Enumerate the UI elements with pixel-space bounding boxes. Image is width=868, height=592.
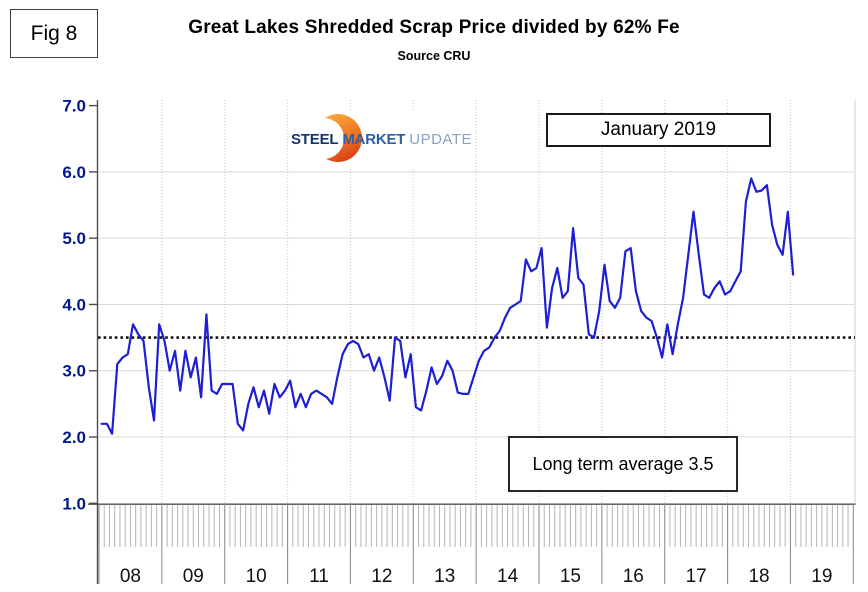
year-label: 09 xyxy=(183,566,204,587)
y-tick-label: 6.0 xyxy=(62,163,86,182)
long-term-average-box: Long term average 3.5 xyxy=(508,436,738,492)
year-label: 15 xyxy=(560,566,581,587)
logo-word-market: MARKET xyxy=(342,131,406,148)
date-annotation-box: January 2019 xyxy=(546,113,771,147)
y-tick-label: 2.0 xyxy=(62,428,86,447)
logo-crescent-icon xyxy=(303,114,362,162)
steel-market-update-logo: STEEL MARKET UPDATE xyxy=(288,110,471,168)
year-label: 08 xyxy=(120,566,141,587)
date-annotation-label: January 2019 xyxy=(600,119,717,140)
year-label: 11 xyxy=(309,566,329,587)
year-label: 16 xyxy=(623,566,644,587)
y-tick-label: 5.0 xyxy=(62,229,86,248)
year-label: 12 xyxy=(371,566,392,587)
figure-number-box: Fig 8 xyxy=(10,9,98,58)
figure-number-label: Fig 8 xyxy=(30,21,78,45)
logo-word-update: UPDATE xyxy=(409,131,472,148)
price-ratio-line xyxy=(100,177,795,435)
year-label: 19 xyxy=(811,566,832,587)
logo-text: STEEL MARKET UPDATE xyxy=(291,131,472,148)
chart-source-subtitle: Source CRU xyxy=(397,49,471,63)
year-label: 13 xyxy=(434,566,455,587)
year-label: 10 xyxy=(246,566,267,587)
year-label: 14 xyxy=(497,566,519,587)
logo-word-steel: STEEL xyxy=(291,131,339,148)
y-tick-label: 7.0 xyxy=(62,97,86,116)
long-term-average-label: Long term average 3.5 xyxy=(532,453,714,474)
y-tick-label: 3.0 xyxy=(62,362,86,381)
y-tick-label: 4.0 xyxy=(62,295,86,314)
y-tick-label: 1.0 xyxy=(62,494,86,513)
year-label: 18 xyxy=(748,566,769,587)
chart-title: Great Lakes Shredded Scrap Price divided… xyxy=(188,17,680,38)
year-label: 17 xyxy=(686,566,707,587)
